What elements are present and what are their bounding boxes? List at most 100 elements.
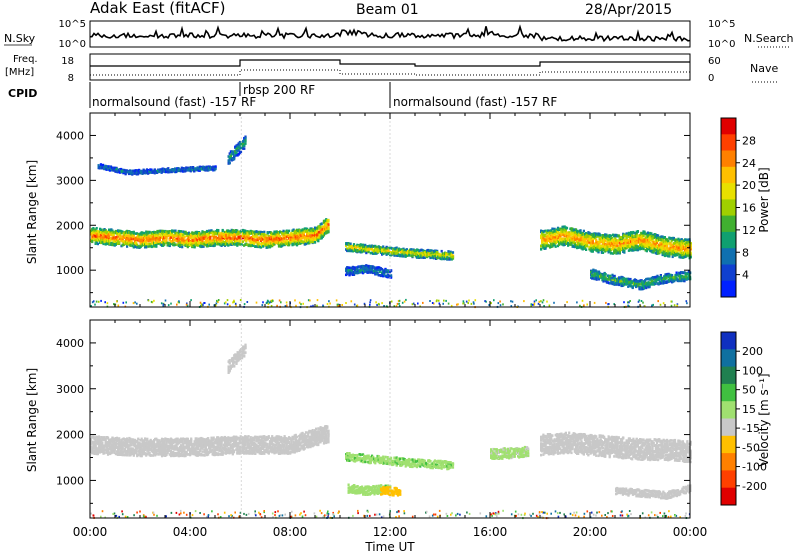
power-cell [159, 234, 162, 237]
power-cell [253, 242, 256, 245]
power-cell [401, 250, 404, 253]
power-cell [98, 166, 101, 170]
power-cell [381, 268, 384, 271]
power-cell [308, 238, 311, 242]
power-cell [158, 232, 161, 235]
power-speckle [662, 302, 665, 305]
power-cell [303, 227, 306, 230]
power-cell [572, 236, 575, 239]
power-cell [213, 242, 216, 245]
power-cell [572, 245, 575, 248]
power-cell [613, 246, 616, 250]
power-cell [559, 239, 562, 242]
power-cell [249, 244, 252, 248]
power-cell [609, 278, 612, 281]
power-cell [327, 224, 330, 228]
power-cell [150, 240, 153, 244]
power-cell [163, 243, 166, 246]
power-cell [127, 242, 130, 245]
power-cell [365, 268, 368, 272]
power-cell [590, 237, 593, 240]
power-cell [181, 245, 184, 249]
power-cell [611, 278, 614, 281]
power-cell [665, 276, 668, 280]
power-cell [682, 253, 686, 256]
power-cell [104, 243, 107, 246]
power-cell [589, 236, 592, 239]
power-cell [317, 225, 320, 229]
power-cell [266, 231, 269, 235]
power-cell [285, 230, 288, 234]
power-cell [613, 278, 616, 282]
power-cell [374, 249, 377, 252]
power-cell [273, 231, 276, 234]
power-cell [324, 219, 327, 223]
power-cell [577, 245, 580, 249]
power-cell [279, 238, 282, 241]
power-cell [595, 248, 598, 252]
power-cell [91, 227, 94, 231]
power-cell [616, 241, 619, 245]
cpid-label: CPID [8, 87, 37, 100]
power-cell [265, 234, 268, 237]
power-cell [349, 272, 352, 276]
power-cell [173, 234, 176, 238]
power-cell [135, 169, 138, 172]
power-cell [137, 245, 140, 249]
power-cell [173, 238, 176, 242]
power-cell [441, 252, 444, 255]
power-cell [213, 232, 216, 236]
power-cell [563, 233, 566, 236]
power-cell [294, 237, 297, 240]
power-cell [602, 277, 605, 281]
power-cell [626, 241, 629, 245]
power-cell [164, 233, 167, 236]
power-cell [309, 240, 312, 244]
power-cell [350, 245, 353, 248]
power-cell [306, 231, 309, 235]
beam-label: Beam 01 [356, 2, 419, 18]
power-cell [146, 231, 149, 234]
nsky-trace [89, 24, 691, 43]
power-cell [191, 245, 194, 249]
power-cell [623, 249, 626, 253]
power-cell [213, 235, 216, 239]
power-cell [321, 225, 324, 228]
power-cell [378, 246, 381, 249]
power-cell [440, 249, 443, 253]
power-cell [101, 241, 104, 244]
power-cell [670, 239, 673, 243]
power-cell [563, 234, 566, 238]
power-cell [608, 250, 611, 253]
power-cell [653, 244, 656, 248]
power-cell [222, 232, 225, 236]
power-cell [299, 231, 302, 234]
power-cell [294, 235, 297, 239]
power-cell [573, 241, 576, 245]
power-cell [316, 235, 319, 238]
power-cell [136, 172, 140, 176]
power-cell [293, 231, 296, 235]
power-cell [315, 231, 318, 235]
power-cell [122, 232, 125, 235]
power-cell [671, 238, 674, 241]
power-cell [676, 242, 679, 246]
power-cell [114, 229, 117, 233]
power-cell [450, 258, 453, 261]
power-cell [672, 245, 675, 248]
power-cell [140, 236, 143, 239]
power-cell [167, 167, 170, 170]
power-cell [299, 233, 302, 237]
power-cell [622, 250, 625, 253]
power-cell [291, 238, 294, 242]
power-cell [687, 254, 690, 257]
power-cell [568, 232, 571, 236]
power-cell [374, 252, 377, 255]
power-cell [643, 230, 646, 234]
power-cell [209, 230, 212, 234]
power-cell [104, 235, 107, 238]
power-cell [173, 243, 176, 247]
power-cell [142, 231, 146, 235]
power-cell [423, 251, 426, 254]
power-cell [614, 241, 617, 244]
